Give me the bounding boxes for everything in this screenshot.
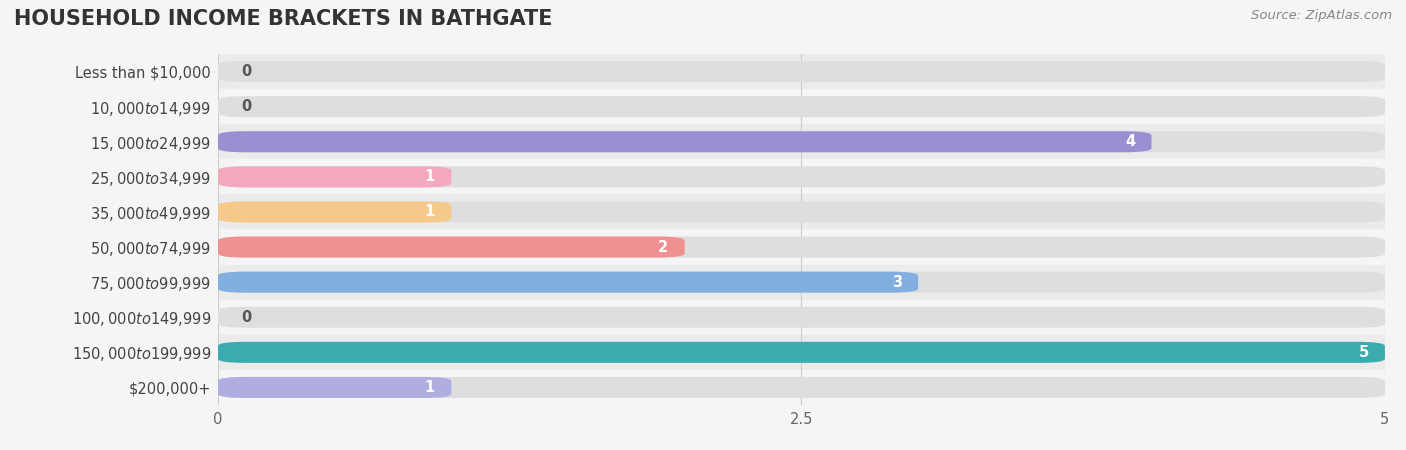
Text: 4: 4 xyxy=(1125,134,1135,149)
FancyBboxPatch shape xyxy=(218,131,1152,152)
FancyBboxPatch shape xyxy=(218,377,1385,398)
FancyBboxPatch shape xyxy=(218,202,1385,222)
Text: 1: 1 xyxy=(425,380,434,395)
Text: 0: 0 xyxy=(242,99,252,114)
FancyBboxPatch shape xyxy=(218,307,1385,328)
Text: 0: 0 xyxy=(242,310,252,325)
Text: 1: 1 xyxy=(425,204,434,220)
FancyBboxPatch shape xyxy=(218,202,451,222)
Text: 5: 5 xyxy=(1358,345,1368,360)
FancyBboxPatch shape xyxy=(218,131,1385,152)
Text: Source: ZipAtlas.com: Source: ZipAtlas.com xyxy=(1251,9,1392,22)
Bar xyxy=(218,124,1385,159)
Text: 2: 2 xyxy=(658,239,668,255)
FancyBboxPatch shape xyxy=(218,377,451,398)
FancyBboxPatch shape xyxy=(218,342,1385,363)
FancyBboxPatch shape xyxy=(218,96,1385,117)
Bar xyxy=(218,370,1385,405)
FancyBboxPatch shape xyxy=(218,272,918,292)
Text: 0: 0 xyxy=(242,64,252,79)
FancyBboxPatch shape xyxy=(218,166,451,187)
Bar xyxy=(218,265,1385,300)
Bar xyxy=(218,194,1385,230)
FancyBboxPatch shape xyxy=(218,166,1385,187)
Text: 3: 3 xyxy=(891,274,901,290)
Bar xyxy=(218,89,1385,124)
Text: 1: 1 xyxy=(425,169,434,184)
Bar xyxy=(218,335,1385,370)
Bar xyxy=(218,230,1385,265)
Text: HOUSEHOLD INCOME BRACKETS IN BATHGATE: HOUSEHOLD INCOME BRACKETS IN BATHGATE xyxy=(14,9,553,29)
FancyBboxPatch shape xyxy=(218,237,1385,257)
Bar xyxy=(218,54,1385,89)
FancyBboxPatch shape xyxy=(218,61,1385,82)
FancyBboxPatch shape xyxy=(218,237,685,257)
FancyBboxPatch shape xyxy=(218,272,1385,292)
FancyBboxPatch shape xyxy=(218,342,1385,363)
Bar xyxy=(218,159,1385,194)
Bar xyxy=(218,300,1385,335)
